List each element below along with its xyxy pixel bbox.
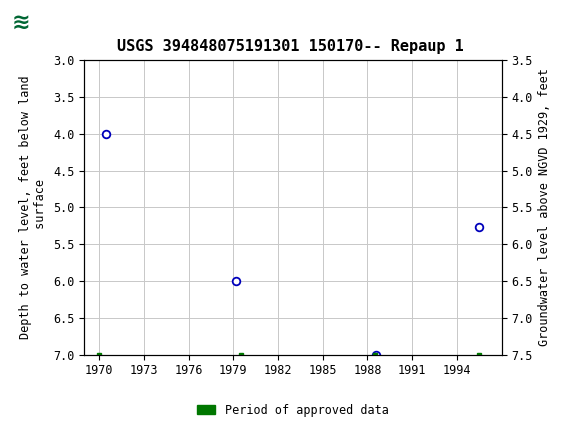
Y-axis label: Depth to water level, feet below land
 surface: Depth to water level, feet below land su…	[20, 76, 48, 339]
Y-axis label: Groundwater level above NGVD 1929, feet: Groundwater level above NGVD 1929, feet	[538, 68, 552, 347]
Text: USGS: USGS	[46, 15, 93, 30]
Text: ≋: ≋	[12, 12, 30, 33]
Legend: Period of approved data: Period of approved data	[193, 399, 393, 421]
Text: USGS 394848075191301 150170-- Repaup 1: USGS 394848075191301 150170-- Repaup 1	[117, 39, 463, 54]
Bar	[6, 3, 99, 42]
